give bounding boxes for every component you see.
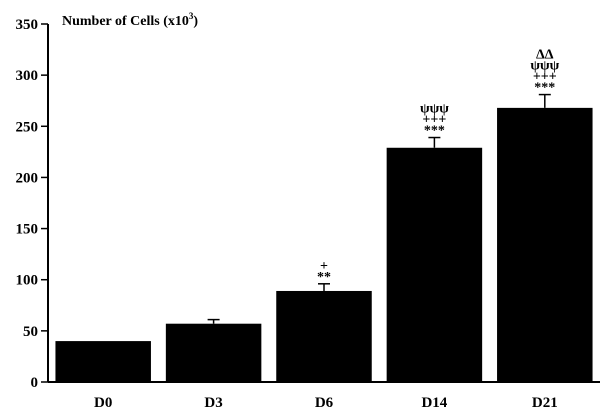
significance-mark-D6-1: ** — [317, 270, 331, 285]
y-tick-label-200: 200 — [16, 170, 39, 186]
chart-title-suffix: ) — [193, 14, 198, 29]
bar-D0 — [55, 341, 151, 382]
x-label-D6: D6 — [315, 395, 334, 411]
bar-D21 — [497, 107, 593, 383]
significance-mark-D21-3: *** — [534, 81, 555, 96]
significance-mark-D6-0: + — [320, 259, 328, 274]
significance-mark-D21-0: ΔΔ — [536, 48, 554, 63]
significance-mark-D14-2: *** — [424, 124, 445, 139]
y-tick-label-300: 300 — [16, 68, 39, 84]
y-tick-label-0: 0 — [31, 375, 39, 391]
y-tick-label-100: 100 — [16, 273, 39, 289]
y-tick-label-50: 50 — [23, 324, 38, 340]
bar-D14 — [386, 147, 483, 382]
x-axis-labels: D0 D3 D6 D14 D21 — [94, 395, 558, 411]
y-tick-label-150: 150 — [16, 222, 39, 238]
chart-title-main: Number of Cells (x10 — [62, 14, 189, 29]
y-axis-ticks: 0 50 100 150 200 250 300 350 — [16, 17, 48, 391]
bars — [55, 107, 593, 383]
x-label-D21: D21 — [532, 395, 558, 411]
bar-D3 — [165, 323, 262, 382]
chart-title-superscript: 3 — [189, 11, 194, 21]
bar-D6 — [276, 290, 372, 382]
error-bars — [207, 93, 551, 324]
significance-mark-D21-1: ψψψ — [530, 59, 559, 74]
chart-title: Number of Cells (x103) — [62, 11, 198, 29]
x-label-D3: D3 — [204, 395, 222, 411]
significance-mark-D14-1: +++ — [422, 113, 446, 128]
significance-mark-D21-2: +++ — [533, 70, 557, 85]
y-tick-label-250: 250 — [16, 119, 39, 135]
x-label-D14: D14 — [421, 395, 447, 411]
significance-mark-D14-0: ψψψ — [420, 102, 449, 117]
x-label-D0: D0 — [94, 395, 112, 411]
y-tick-label-350: 350 — [16, 17, 39, 33]
